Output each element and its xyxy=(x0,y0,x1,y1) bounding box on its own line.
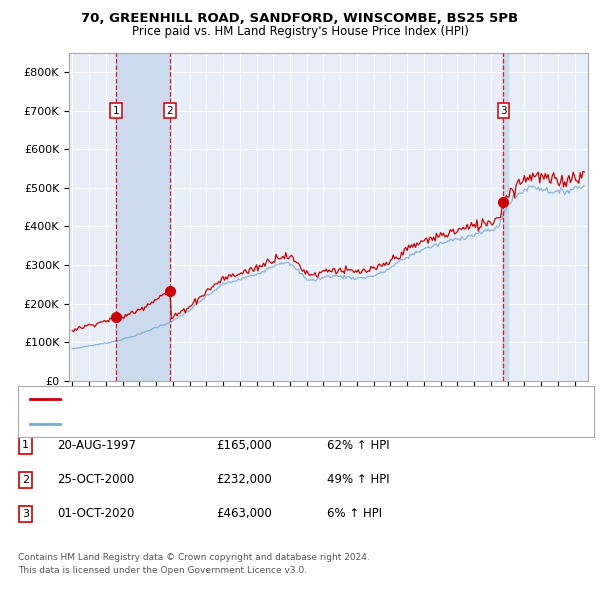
Text: 1: 1 xyxy=(113,106,119,116)
Text: 25-OCT-2000: 25-OCT-2000 xyxy=(57,473,134,486)
Text: £232,000: £232,000 xyxy=(216,473,272,486)
Text: HPI: Average price, detached house, North Somerset: HPI: Average price, detached house, Nort… xyxy=(69,419,344,428)
Text: 20-AUG-1997: 20-AUG-1997 xyxy=(57,439,136,452)
Text: 6% ↑ HPI: 6% ↑ HPI xyxy=(327,507,382,520)
Text: 01-OCT-2020: 01-OCT-2020 xyxy=(57,507,134,520)
Text: 62% ↑ HPI: 62% ↑ HPI xyxy=(327,439,389,452)
Text: 1: 1 xyxy=(22,441,29,450)
Text: 3: 3 xyxy=(22,509,29,519)
Text: Price paid vs. HM Land Registry's House Price Index (HPI): Price paid vs. HM Land Registry's House … xyxy=(131,25,469,38)
Bar xyxy=(503,53,508,381)
Text: 3: 3 xyxy=(500,106,507,116)
Text: 2: 2 xyxy=(166,106,173,116)
Text: This data is licensed under the Open Government Licence v3.0.: This data is licensed under the Open Gov… xyxy=(18,566,307,575)
Text: 70, GREENHILL ROAD, SANDFORD, WINSCOMBE, BS25 5PB: 70, GREENHILL ROAD, SANDFORD, WINSCOMBE,… xyxy=(82,12,518,25)
Text: £463,000: £463,000 xyxy=(216,507,272,520)
Text: £165,000: £165,000 xyxy=(216,439,272,452)
Text: Contains HM Land Registry data © Crown copyright and database right 2024.: Contains HM Land Registry data © Crown c… xyxy=(18,553,370,562)
Text: 49% ↑ HPI: 49% ↑ HPI xyxy=(327,473,389,486)
Text: 70, GREENHILL ROAD, SANDFORD, WINSCOMBE, BS25 5PB (detached house): 70, GREENHILL ROAD, SANDFORD, WINSCOMBE,… xyxy=(69,395,470,404)
Text: 2: 2 xyxy=(22,475,29,484)
Bar xyxy=(116,53,170,381)
